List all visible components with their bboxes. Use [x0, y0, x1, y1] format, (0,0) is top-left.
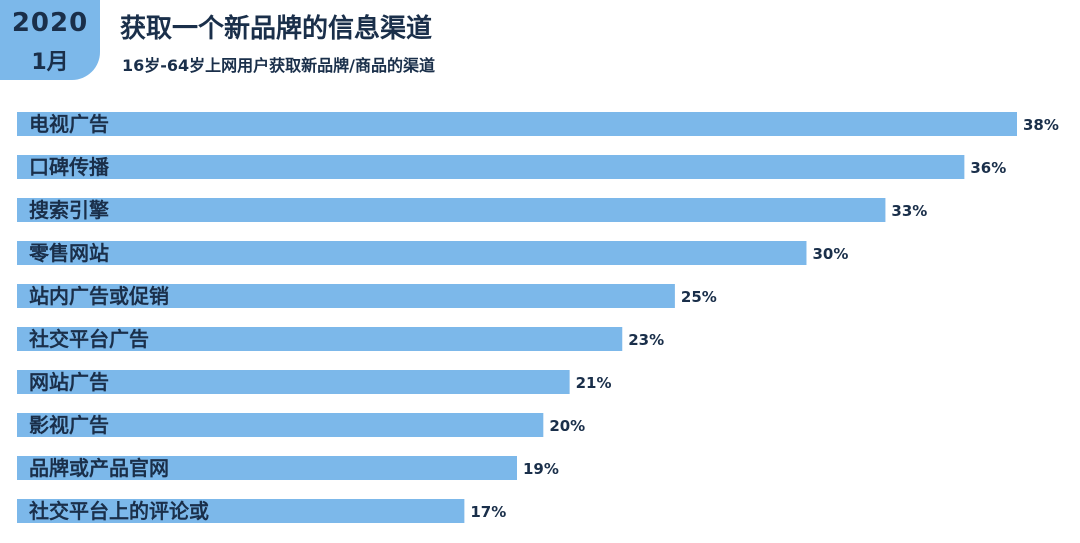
bar-6: [17, 370, 570, 394]
category-label: 品牌或产品官网: [29, 456, 169, 480]
bar-9: [17, 499, 465, 523]
bar-2: [17, 198, 886, 222]
category-label: 口碑传播: [29, 155, 110, 179]
value-label: 17%: [470, 503, 506, 521]
category-label: 搜索引擎: [29, 198, 109, 222]
category-label: 站内广告或促销: [29, 284, 169, 308]
date-year: 2020: [11, 8, 89, 38]
date-badge: 2020 1月: [0, 0, 100, 80]
page-title: 获取一个新品牌的信息渠道: [120, 14, 433, 44]
bar-7: [17, 413, 544, 437]
value-label: 33%: [891, 202, 927, 220]
category-label: 社交平台上的评论或: [28, 499, 209, 523]
value-label: 30%: [812, 245, 848, 263]
value-label: 25%: [681, 288, 717, 306]
category-label: 网站广告: [29, 370, 109, 394]
value-label: 20%: [549, 417, 585, 435]
category-label: 社交平台广告: [28, 327, 149, 351]
bar-8: [17, 456, 517, 480]
bar-3: [17, 241, 807, 265]
value-label: 19%: [523, 460, 559, 478]
value-label: 23%: [628, 331, 664, 349]
bar-0: [17, 112, 1017, 136]
value-label: 36%: [970, 159, 1006, 177]
value-label: 38%: [1023, 116, 1059, 134]
value-label: 21%: [576, 374, 612, 392]
page-subtitle: 16岁-64岁上网用户获取新品牌/商品的渠道: [122, 56, 436, 75]
category-label: 电视广告: [29, 112, 109, 136]
category-label: 零售网站: [28, 241, 109, 265]
bar-4: [17, 284, 675, 308]
bar-1: [17, 155, 965, 179]
category-label: 影视广告: [29, 413, 109, 437]
bar-5: [17, 327, 623, 351]
date-month: 1月: [31, 50, 69, 75]
